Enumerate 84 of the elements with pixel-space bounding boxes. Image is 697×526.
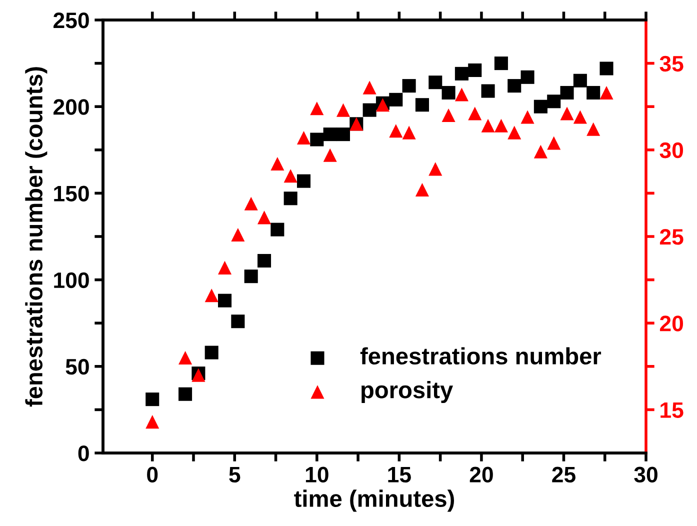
point bbox=[218, 294, 232, 308]
point bbox=[146, 415, 160, 429]
point bbox=[218, 260, 232, 274]
point bbox=[270, 222, 284, 236]
point bbox=[146, 392, 160, 406]
point bbox=[336, 128, 350, 142]
point bbox=[296, 174, 311, 188]
point bbox=[534, 144, 548, 158]
point bbox=[586, 122, 600, 136]
point bbox=[454, 88, 468, 102]
point bbox=[362, 80, 376, 94]
x-axis-title: time (minutes) bbox=[294, 490, 454, 512]
point bbox=[362, 103, 376, 117]
point bbox=[428, 162, 442, 176]
point bbox=[284, 169, 298, 183]
x-tick-label: 25 bbox=[552, 466, 576, 483]
point bbox=[244, 270, 258, 284]
y2-tick-label: 35 bbox=[660, 56, 684, 72]
point bbox=[389, 92, 403, 106]
point bbox=[442, 86, 456, 100]
point bbox=[508, 79, 522, 93]
point bbox=[231, 314, 245, 328]
point bbox=[178, 350, 192, 365]
point bbox=[270, 156, 284, 171]
point bbox=[402, 79, 416, 93]
point bbox=[257, 254, 272, 268]
point bbox=[257, 210, 272, 224]
point bbox=[520, 70, 534, 84]
point bbox=[573, 110, 587, 124]
point bbox=[468, 63, 482, 77]
point bbox=[520, 110, 534, 124]
y-tick-label: 250 bbox=[54, 12, 89, 28]
y-tick-label: 0 bbox=[78, 446, 89, 462]
point bbox=[494, 118, 508, 132]
point bbox=[310, 102, 324, 116]
point bbox=[481, 84, 495, 98]
point bbox=[323, 128, 337, 142]
point bbox=[442, 108, 456, 122]
point bbox=[402, 126, 416, 140]
point bbox=[178, 387, 192, 401]
point bbox=[336, 103, 350, 117]
legend-label: porosity bbox=[362, 381, 454, 404]
x-tick-label: 10 bbox=[306, 466, 328, 483]
x-tick-label: 15 bbox=[388, 467, 411, 483]
point bbox=[547, 136, 561, 150]
point bbox=[586, 86, 600, 100]
point bbox=[428, 76, 442, 90]
point bbox=[560, 86, 574, 100]
y-tick-label: 100 bbox=[54, 272, 89, 288]
point bbox=[296, 131, 311, 145]
y-tick-label: 150 bbox=[54, 186, 89, 202]
point bbox=[204, 288, 218, 302]
point bbox=[323, 148, 337, 162]
point bbox=[415, 98, 429, 112]
point bbox=[244, 196, 258, 210]
point bbox=[600, 86, 614, 100]
point bbox=[534, 100, 548, 114]
point bbox=[573, 74, 587, 88]
point bbox=[560, 106, 574, 120]
y2-tick-label: 15 bbox=[660, 402, 684, 418]
y2-tick-label: 30 bbox=[660, 142, 683, 158]
point bbox=[494, 56, 508, 70]
point bbox=[508, 126, 522, 140]
point bbox=[310, 132, 324, 146]
y-axis-title: fenestrations number (counts) bbox=[25, 67, 48, 407]
y2-tick-label: 25 bbox=[660, 229, 684, 245]
point bbox=[415, 182, 429, 197]
legend-label: fenestrations number bbox=[360, 347, 602, 365]
y-tick-label: 50 bbox=[66, 358, 89, 375]
point bbox=[468, 106, 482, 120]
point bbox=[547, 94, 561, 108]
point bbox=[454, 66, 468, 80]
y-tick-label: 200 bbox=[54, 99, 89, 115]
y2-tick-label: 20 bbox=[660, 316, 683, 332]
point bbox=[389, 124, 403, 138]
x-tick-label: 5 bbox=[229, 467, 240, 483]
x-tick-label: 30 bbox=[634, 466, 658, 483]
point bbox=[481, 118, 495, 132]
point bbox=[231, 228, 245, 242]
x-tick-label: 20 bbox=[470, 466, 493, 483]
point bbox=[284, 192, 298, 206]
x-tick-label: 0 bbox=[147, 466, 158, 483]
point bbox=[204, 346, 218, 360]
point bbox=[600, 62, 614, 76]
